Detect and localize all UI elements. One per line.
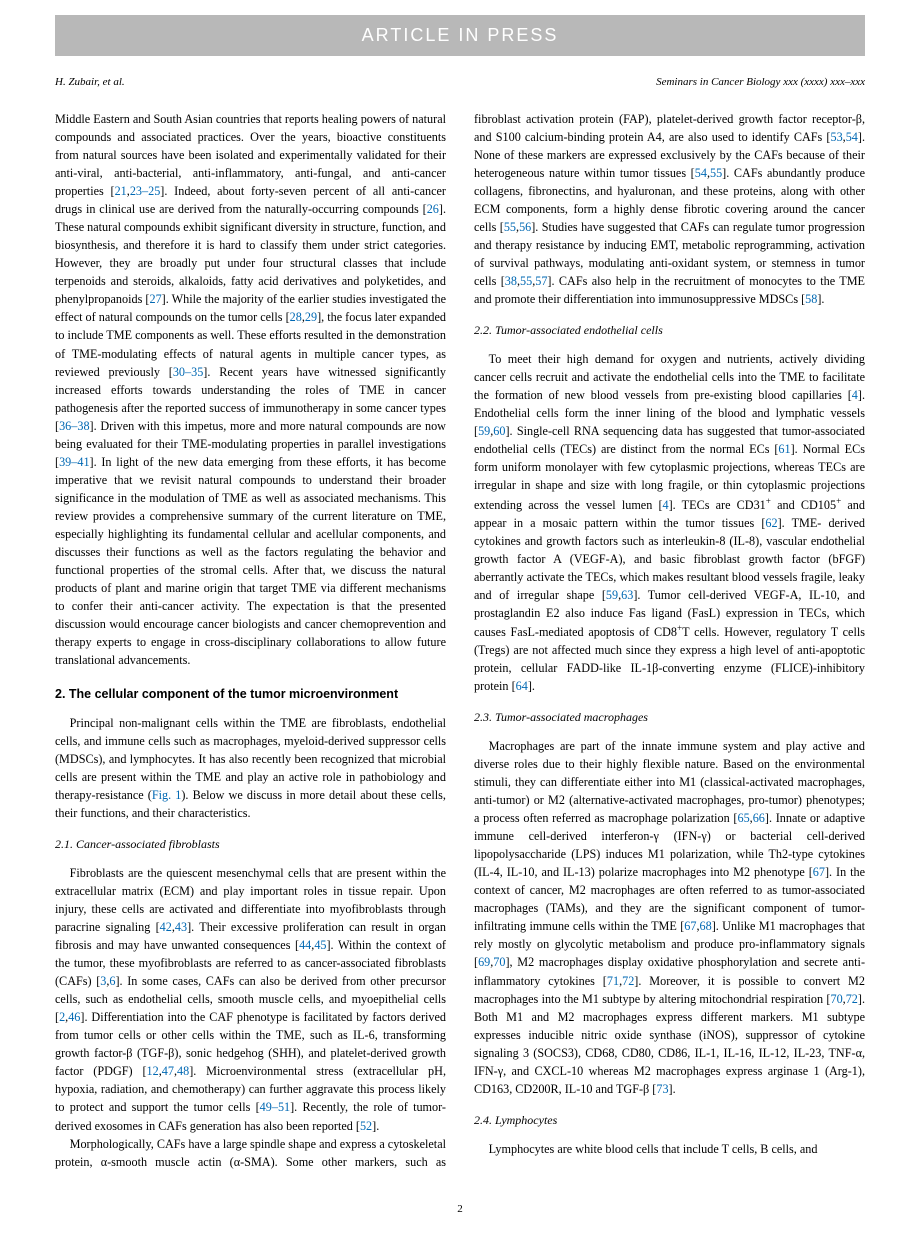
fig-1-link[interactable]: Fig. 1 (152, 788, 182, 802)
ref-59b[interactable]: 59 (606, 588, 618, 602)
ref-47[interactable]: 47 (162, 1064, 174, 1078)
ref-67[interactable]: 67 (813, 865, 825, 879)
ref-72[interactable]: 72 (622, 974, 634, 988)
ref-42[interactable]: 42 (160, 920, 172, 934)
page-number: 2 (55, 1201, 865, 1217)
ref-63[interactable]: 63 (621, 588, 633, 602)
ref-59[interactable]: 59 (478, 424, 490, 438)
subsection-2-1-para1: Fibroblasts are the quiescent mesenchyma… (55, 864, 446, 1135)
ref-73[interactable]: 73 (656, 1082, 668, 1096)
ref-28[interactable]: 28 (290, 310, 302, 324)
subsection-2-4-heading: 2.4. Lymphocytes (474, 1112, 865, 1130)
ref-65[interactable]: 65 (737, 811, 749, 825)
ref-66[interactable]: 66 (753, 811, 765, 825)
ref-45[interactable]: 45 (314, 938, 326, 952)
ref-57[interactable]: 57 (535, 274, 547, 288)
ref-27[interactable]: 27 (149, 292, 161, 306)
ref-56[interactable]: 56 (519, 220, 531, 234)
ref-67b[interactable]: 67 (684, 919, 696, 933)
subsection-2-2-para: To meet their high demand for oxygen and… (474, 350, 865, 695)
ref-54b[interactable]: 54 (695, 166, 707, 180)
ref-70[interactable]: 70 (493, 955, 505, 969)
header-journal: Seminars in Cancer Biology xxx (xxxx) xx… (656, 74, 865, 90)
header-authors: H. Zubair, et al. (55, 74, 125, 90)
ref-52[interactable]: 52 (360, 1119, 372, 1133)
ref-60[interactable]: 60 (493, 424, 505, 438)
ref-71[interactable]: 71 (607, 974, 619, 988)
ref-26[interactable]: 26 (427, 202, 439, 216)
ref-48[interactable]: 48 (177, 1064, 189, 1078)
ref-29[interactable]: 29 (305, 310, 317, 324)
subsection-2-4-para: Lymphocytes are white blood cells that i… (474, 1140, 865, 1158)
ref-58[interactable]: 58 (805, 292, 817, 306)
section-2-heading: 2. The cellular component of the tumor m… (55, 685, 446, 704)
ref-38b[interactable]: 38 (505, 274, 517, 288)
ref-53[interactable]: 53 (830, 130, 842, 144)
article-in-press-banner: ARTICLE IN PRESS (55, 15, 865, 56)
ref-72b[interactable]: 72 (846, 992, 858, 1006)
ref-44[interactable]: 44 (299, 938, 311, 952)
subsection-2-1-heading: 2.1. Cancer-associated fibroblasts (55, 836, 446, 854)
subsection-2-3-heading: 2.3. Tumor-associated macrophages (474, 709, 865, 727)
ref-70b[interactable]: 70 (830, 992, 842, 1006)
ref-12[interactable]: 12 (147, 1064, 159, 1078)
ref-55c[interactable]: 55 (520, 274, 532, 288)
ref-30-35[interactable]: 30–35 (173, 365, 203, 379)
ref-23-25[interactable]: 23–25 (130, 184, 160, 198)
ref-68[interactable]: 68 (700, 919, 712, 933)
ref-39-41[interactable]: 39–41 (59, 455, 89, 469)
section-2-intro: Principal non-malignant cells within the… (55, 714, 446, 822)
ref-36-38[interactable]: 36–38 (59, 419, 89, 433)
intro-continued: Middle Eastern and South Asian countries… (55, 110, 446, 669)
body-columns: Middle Eastern and South Asian countries… (55, 110, 865, 1171)
ref-62[interactable]: 62 (765, 516, 777, 530)
ref-61[interactable]: 61 (778, 442, 790, 456)
ref-43[interactable]: 43 (175, 920, 187, 934)
ref-69[interactable]: 69 (478, 955, 490, 969)
ref-21[interactable]: 21 (115, 184, 127, 198)
ref-64[interactable]: 64 (516, 679, 528, 693)
ref-55b[interactable]: 55 (504, 220, 516, 234)
ref-54[interactable]: 54 (846, 130, 858, 144)
ref-49-51[interactable]: 49–51 (260, 1100, 290, 1114)
subsection-2-3-para: Macrophages are part of the innate immun… (474, 737, 865, 1098)
ref-55[interactable]: 55 (710, 166, 722, 180)
ref-46[interactable]: 46 (68, 1010, 80, 1024)
subsection-2-2-heading: 2.2. Tumor-associated endothelial cells (474, 322, 865, 340)
running-header: H. Zubair, et al. Seminars in Cancer Bio… (55, 74, 865, 90)
